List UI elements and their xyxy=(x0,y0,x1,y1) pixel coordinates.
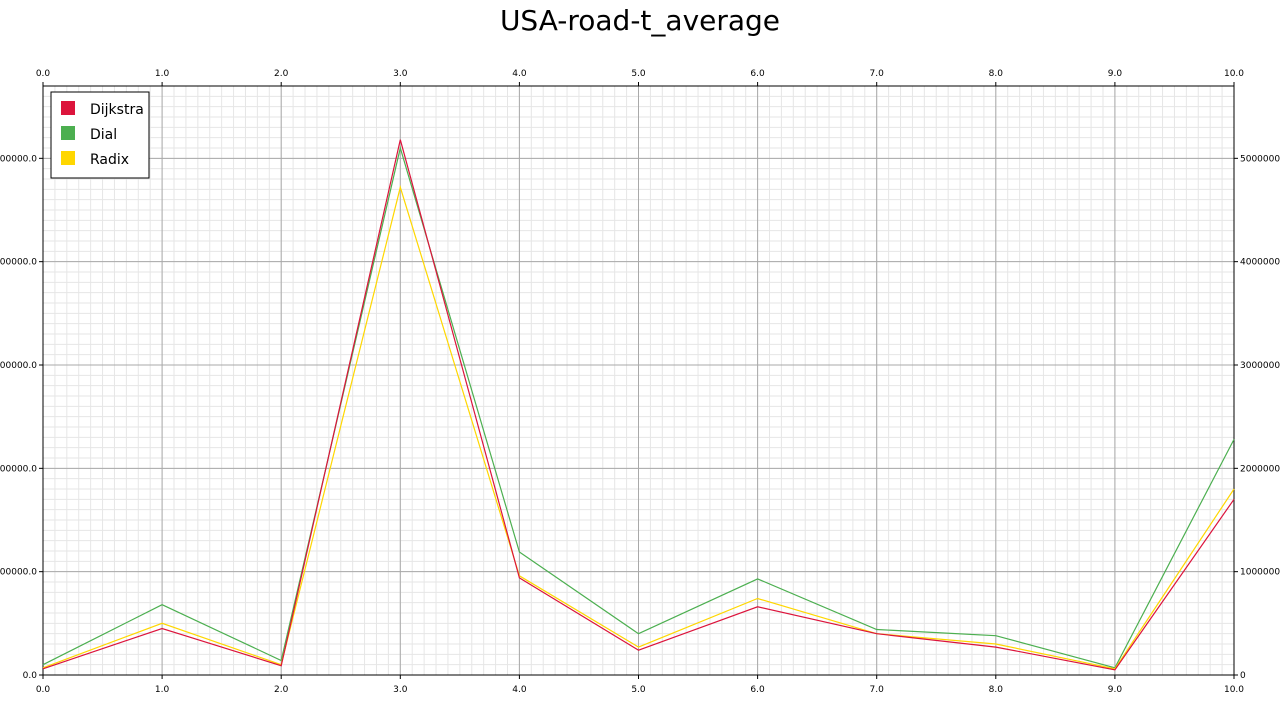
x-tick-label-top: 6.0 xyxy=(750,69,765,79)
x-tick-label-bottom: 9.0 xyxy=(1108,685,1123,695)
x-tick-label-bottom: 5.0 xyxy=(631,685,646,695)
y-tick-label-left: 000000.0 xyxy=(0,154,37,164)
x-tick-label-bottom: 10.0 xyxy=(1224,685,1244,695)
x-tick-label-top: 10.0 xyxy=(1224,69,1244,79)
y-tick-label-right: 2000000 xyxy=(1240,464,1280,474)
y-axis-right: 0 1000000 2000000 3000000 4000000 5000000 xyxy=(1234,154,1280,681)
x-tick-label-bottom: 8.0 xyxy=(989,685,1004,695)
major-grid xyxy=(42,86,1235,676)
x-tick-label-top: 3.0 xyxy=(393,69,408,79)
x-tick-label-bottom: 7.0 xyxy=(870,685,885,695)
legend-swatch-dijkstra xyxy=(61,101,75,115)
x-tick-label-top: 9.0 xyxy=(1108,69,1123,79)
x-tick-label-bottom: 6.0 xyxy=(750,685,765,695)
x-tick-label-top: 8.0 xyxy=(989,69,1004,79)
x-tick-label-top: 5.0 xyxy=(631,69,646,79)
x-axis-bottom: 0.0 1.0 2.0 3.0 4.0 5.0 6.0 7.0 8.0 9.0 10.0 xyxy=(36,675,1244,695)
y-tick-label-right: 3000000 xyxy=(1240,361,1280,371)
x-tick-label-top: 4.0 xyxy=(512,69,527,79)
legend-label-dijkstra: Dijkstra xyxy=(90,102,144,118)
series-lines xyxy=(42,139,1235,671)
legend-swatch-dial xyxy=(61,126,75,140)
x-tick-label-bottom: 3.0 xyxy=(393,685,408,695)
legend-label-radix: Radix xyxy=(90,152,129,168)
y-tick-label-right: 4000000 xyxy=(1240,258,1280,268)
y-tick-label-right: 5000000 xyxy=(1240,154,1280,164)
y-tick-label-left: 0.0 xyxy=(23,671,38,681)
x-tick-label-bottom: 1.0 xyxy=(155,685,170,695)
x-tick-label-top: 2.0 xyxy=(274,69,289,79)
legend-swatch-radix xyxy=(61,151,75,165)
series-line-radix xyxy=(42,185,1235,670)
x-axis-top: 0.0 1.0 2.0 3.0 4.0 5.0 6.0 7.0 8.0 9.0 10.0 xyxy=(36,69,1244,86)
y-tick-label-right: 1000000 xyxy=(1240,568,1280,578)
x-tick-label-top: 7.0 xyxy=(870,69,885,79)
y-tick-label-right: 0 xyxy=(1240,671,1246,681)
y-axis-left: 0.0 000000.0 000000.0 000000.0 000000.0 00000… xyxy=(0,154,43,681)
chart-title: USA-road-t_average xyxy=(499,4,781,37)
y-tick-label-left: 000000.0 xyxy=(0,258,37,268)
series-line-dijkstra xyxy=(42,139,1235,671)
legend: Dijkstra Dial Radix xyxy=(50,91,150,179)
y-tick-label-left: 000000.0 xyxy=(0,464,37,474)
x-tick-label-top: 0.0 xyxy=(36,69,51,79)
legend-label-dial: Dial xyxy=(90,127,117,143)
y-tick-label-left: 000000.0 xyxy=(0,361,37,371)
series-line-dial xyxy=(42,145,1235,669)
x-tick-label-top: 1.0 xyxy=(155,69,170,79)
x-tick-label-bottom: 0.0 xyxy=(36,685,51,695)
y-tick-label-left: 000000.0 xyxy=(0,568,37,578)
x-tick-label-bottom: 4.0 xyxy=(512,685,527,695)
x-tick-label-bottom: 2.0 xyxy=(274,685,289,695)
